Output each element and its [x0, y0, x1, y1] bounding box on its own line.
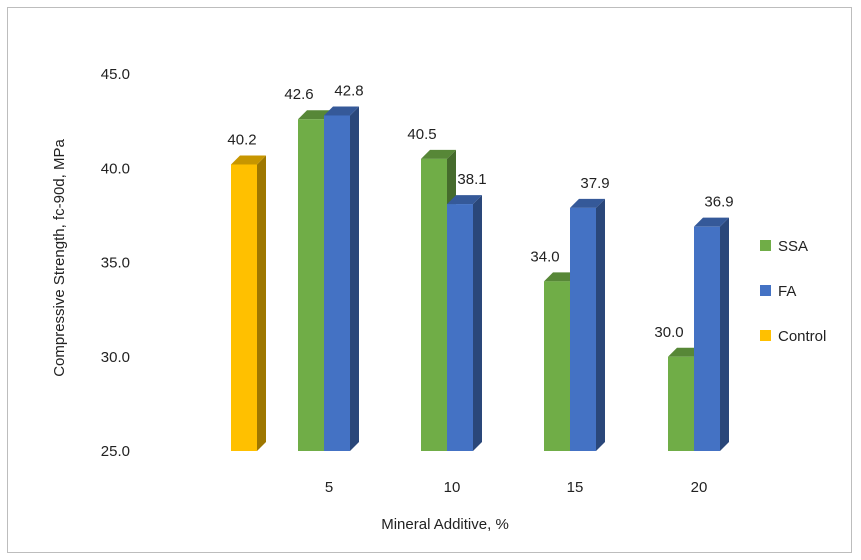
bar-top: [694, 217, 729, 227]
legend-label-ssa: SSA: [778, 238, 808, 255]
legend-label-control: Control: [778, 328, 826, 345]
bar-front: [544, 281, 570, 451]
bar-front: [668, 356, 694, 451]
data-label-ssa: 42.6: [284, 86, 313, 103]
legend-swatch-control: [760, 330, 771, 341]
y-axis-title: Compressive Strength, fc-90d, MPa: [51, 139, 68, 377]
y-tick-label: 25.0: [101, 443, 130, 460]
data-label-fa: 36.9: [704, 194, 733, 211]
bar-front: [298, 119, 324, 452]
y-axis-ticks: 25.0 30.0 35.0 40.0 45.0: [101, 66, 130, 460]
bar-fa-15: [570, 198, 605, 451]
x-tick-label: 5: [325, 479, 333, 496]
bar-top: [324, 106, 359, 116]
y-tick-label: 30.0: [101, 349, 130, 366]
bar-front: [231, 164, 257, 452]
bar-side: [473, 195, 482, 451]
y-tick-label: 40.0: [101, 160, 130, 177]
data-label-ssa: 34.0: [530, 248, 559, 265]
bar-fa-5: [324, 106, 359, 451]
y-tick-label: 35.0: [101, 255, 130, 272]
x-tick-label: 20: [691, 479, 708, 496]
bar-top: [570, 198, 605, 208]
bar-side: [350, 106, 359, 451]
bar-side: [257, 155, 266, 452]
bar-front: [447, 204, 473, 451]
data-label-fa: 37.9: [580, 175, 609, 192]
legend: SSA FA Control: [760, 238, 826, 345]
legend-label-fa: FA: [778, 283, 796, 300]
bar-front: [421, 158, 447, 451]
x-axis-ticks: 5 10 15 20: [325, 479, 708, 496]
bar-side: [720, 217, 729, 451]
bar-front: [570, 207, 596, 451]
bar-top: [231, 155, 266, 165]
data-labels-group: 40.2 42.6 42.8 40.5 38.1 34.0 37.9 30.0 36.9: [227, 82, 733, 340]
data-label-fa: 42.8: [334, 82, 363, 99]
bar-front: [324, 115, 350, 451]
data-label-control: 40.2: [227, 131, 256, 148]
bar-side: [596, 198, 605, 451]
x-tick-label: 15: [567, 479, 584, 496]
bar-top: [421, 149, 456, 159]
x-axis-title: Mineral Additive, %: [381, 516, 509, 533]
data-label-ssa: 40.5: [407, 126, 436, 143]
legend-swatch-ssa: [760, 240, 771, 251]
bar-fa-10: [447, 195, 482, 451]
data-label-fa: 38.1: [457, 171, 486, 188]
x-tick-label: 10: [444, 479, 461, 496]
bar-fa-20: [694, 217, 729, 451]
data-label-ssa: 30.0: [654, 324, 683, 341]
y-tick-label: 45.0: [101, 66, 130, 83]
legend-swatch-fa: [760, 285, 771, 296]
bar-control-control: [231, 155, 266, 452]
bars-group: [231, 106, 729, 452]
bar-top: [447, 195, 482, 205]
bar-front: [694, 226, 720, 451]
